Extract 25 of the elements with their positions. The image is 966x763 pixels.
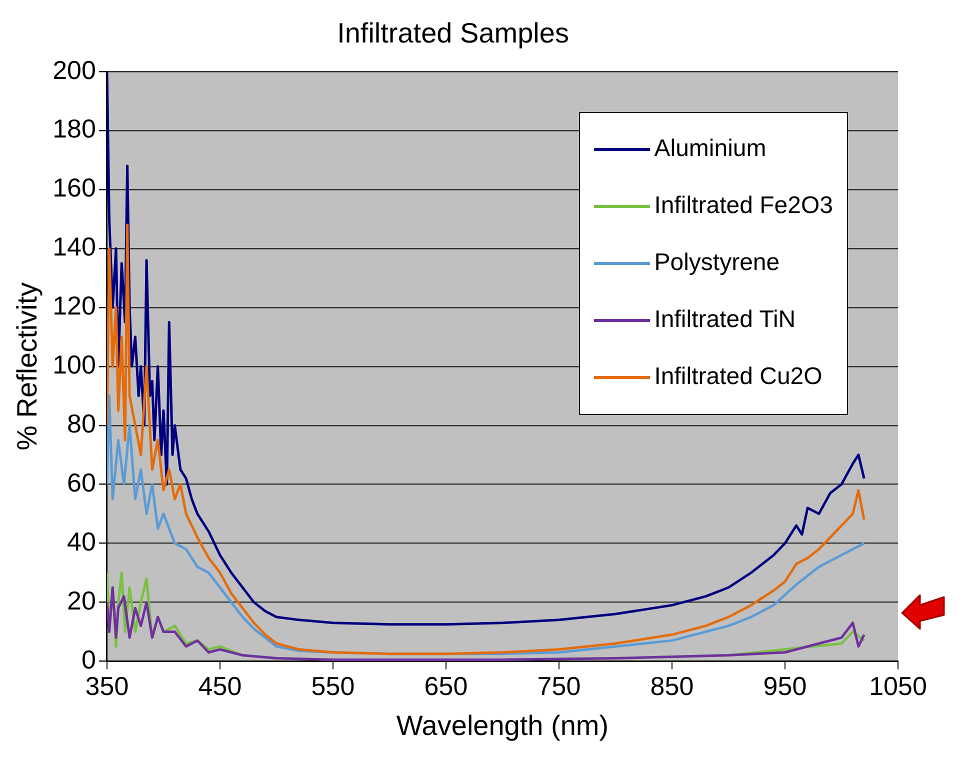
x-tick-label: 450 xyxy=(198,670,242,701)
x-tick-label: 550 xyxy=(311,670,355,701)
legend-label: Polystyrene xyxy=(654,249,780,278)
y-tick-label: 20 xyxy=(67,585,96,616)
y-tick-label: 120 xyxy=(52,290,96,321)
y-tick-label: 180 xyxy=(52,114,96,144)
legend-label: Aluminium xyxy=(654,135,766,164)
y-tick-label: 80 xyxy=(67,408,96,439)
x-tick-label: 750 xyxy=(537,670,581,701)
y-tick-label: 60 xyxy=(67,467,96,498)
legend-label: Infiltrated TiN xyxy=(654,306,796,334)
y-tick-label: 160 xyxy=(52,172,96,203)
y-axis-title: % Reflectivity xyxy=(12,282,43,450)
y-tick-label: 200 xyxy=(52,54,96,85)
y-tick-label: 100 xyxy=(52,350,96,380)
x-tick-label: 850 xyxy=(650,670,694,701)
chart-title: Infiltrated Samples xyxy=(337,18,569,49)
x-tick-label: 650 xyxy=(424,670,468,701)
y-tick-label: 40 xyxy=(67,526,96,556)
x-tick-label: 950 xyxy=(763,670,807,701)
x-axis-title: Wavelength (nm) xyxy=(396,710,609,741)
legend-label: Infiltrated Cu2O xyxy=(654,363,822,392)
y-tick-label: 140 xyxy=(52,232,96,262)
legend-label: Infiltrated Fe2O3 xyxy=(654,192,833,220)
x-tick-label: 1050 xyxy=(869,670,927,701)
